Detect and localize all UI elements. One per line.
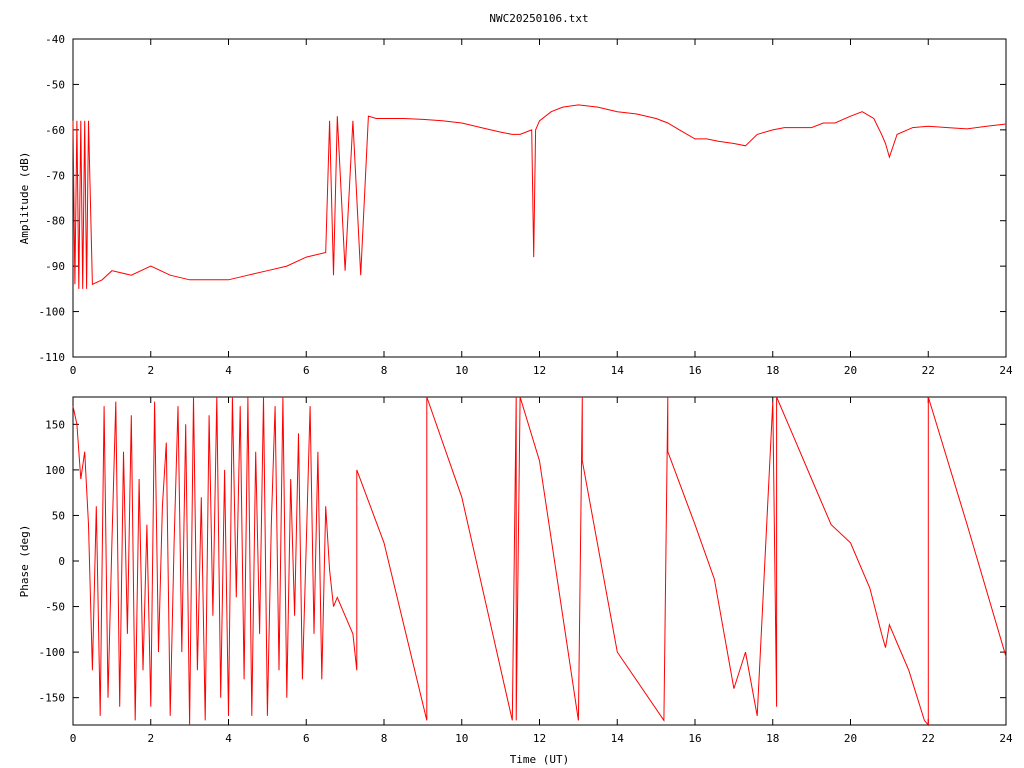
x-tick-label: 0 xyxy=(70,364,77,377)
x-tick-label: 6 xyxy=(303,732,310,745)
y-tick-label: -50 xyxy=(45,78,65,91)
y-tick-label: -70 xyxy=(45,169,65,182)
y-tick-label: -100 xyxy=(39,646,66,659)
x-tick-label: 22 xyxy=(922,364,935,377)
x-tick-label: 0 xyxy=(70,732,77,745)
x-tick-label: 4 xyxy=(225,364,232,377)
x-tick-label: 20 xyxy=(844,732,857,745)
y-tick-label: -80 xyxy=(45,215,65,228)
x-tick-label: 2 xyxy=(147,732,154,745)
x-axis-label: Time (UT) xyxy=(510,753,570,766)
x-tick-label: 4 xyxy=(225,732,232,745)
panel-2: 0 2 4 6 8 10 12 14 16 18 20 22 24150100500-50-100-15… xyxy=(18,396,1013,766)
y-tick-label: 100 xyxy=(45,464,65,477)
plot-frame xyxy=(72,38,1007,358)
x-tick-label: 14 xyxy=(611,364,625,377)
panel-1: 0 2 4 6 8 10 12 14 16 18 20 22 24-40-50-60-70-80-90-… xyxy=(18,33,1013,377)
x-tick-label: 14 xyxy=(611,732,625,745)
x-tick-label: 12 xyxy=(533,364,546,377)
x-tick-label: 18 xyxy=(766,364,779,377)
y-tick-label: -100 xyxy=(39,306,66,319)
x-tick-label: 16 xyxy=(688,364,701,377)
y-tick-label: -110 xyxy=(39,351,66,364)
panels: 0 2 4 6 8 10 12 14 16 18 20 22 24-40-50-60-70-80-90-… xyxy=(18,33,1013,766)
x-tick-label: 20 xyxy=(844,364,857,377)
y-tick-label: 0 xyxy=(58,555,65,568)
x-tick-label: 10 xyxy=(455,364,468,377)
data-series-line xyxy=(72,396,1007,727)
y-tick-label: 50 xyxy=(52,509,65,522)
x-tick-label: 6 xyxy=(303,364,310,377)
y-tick-label: -40 xyxy=(45,33,65,46)
y-tick-label: 150 xyxy=(45,418,65,431)
y-axis-label: Phase (deg) xyxy=(18,525,31,598)
x-tick-label: 24 xyxy=(999,364,1013,377)
y-tick-label: -150 xyxy=(39,692,66,705)
y-tick-label: -50 xyxy=(45,601,65,614)
x-tick-label: 12 xyxy=(533,732,546,745)
y-tick-label: -60 xyxy=(45,124,65,137)
data-series-line xyxy=(72,104,1007,289)
x-tick-label: 8 xyxy=(381,364,388,377)
x-tick-label: 2 xyxy=(147,364,154,377)
x-tick-label: 18 xyxy=(766,732,779,745)
x-tick-label: 8 xyxy=(381,732,388,745)
plot-frame xyxy=(72,396,1007,726)
x-tick-label: 16 xyxy=(688,732,701,745)
x-tick-label: 22 xyxy=(922,732,935,745)
y-axis-label: Amplitude (dB) xyxy=(18,152,31,245)
chart-title: NWC20250106.txt xyxy=(489,12,588,25)
x-tick-label: 24 xyxy=(999,732,1013,745)
x-tick-label: 10 xyxy=(455,732,468,745)
y-tick-label: -90 xyxy=(45,260,65,273)
